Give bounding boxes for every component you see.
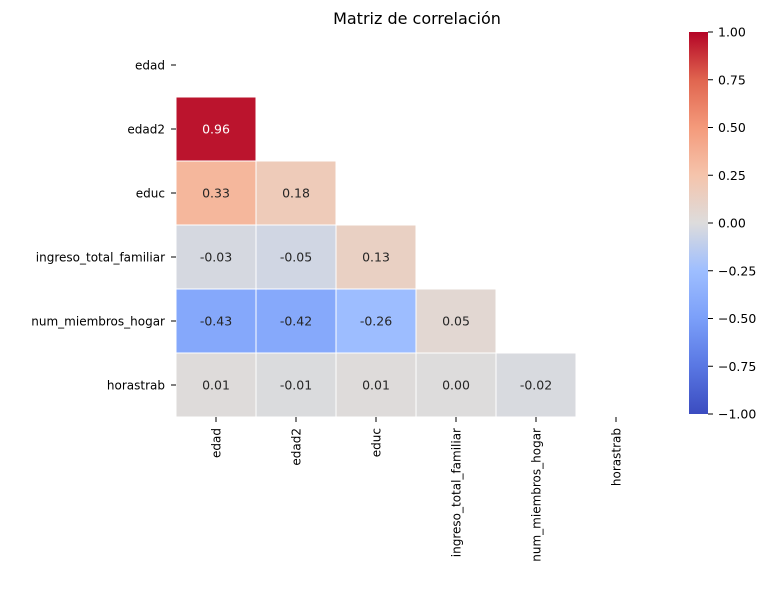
y-axis-tick-labels: edad edad2 educ ingreso_total_familiar num_m… <box>31 59 176 393</box>
x-tick-label: edad <box>210 428 224 458</box>
cell-value-label: 0.05 <box>442 314 470 329</box>
colorbar-ticks: 1.00 0.75 0.50 0.25 0.00 −0.25 −0.50 −0.75 −1.00 <box>708 25 756 422</box>
cell-value-label: 0.01 <box>362 378 390 393</box>
cell-value-label: -0.42 <box>280 314 312 329</box>
y-tick-label: edad2 <box>127 123 165 137</box>
colorbar-gradient <box>689 32 708 414</box>
heatmap-cell <box>255 288 337 354</box>
y-tick-label: horastrab <box>107 379 165 393</box>
heatmap-cell <box>175 160 257 226</box>
heatmap-cell <box>255 352 337 418</box>
colorbar-tick-label: 1.00 <box>718 25 746 40</box>
heatmap-cell <box>415 352 497 418</box>
chart-title: Matriz de correlación <box>333 9 501 28</box>
heatmap-cell <box>415 288 497 354</box>
y-tick-label: ingreso_total_familiar <box>36 251 165 265</box>
colorbar-tick-label: 0.00 <box>718 216 746 231</box>
colorbar-tick-label: −0.25 <box>718 263 756 278</box>
cell-value-label: -0.26 <box>360 314 392 329</box>
y-tick-label: num_miembros_hogar <box>31 315 165 329</box>
cell-value-label: -0.01 <box>280 378 312 393</box>
cell-value-label: 0.00 <box>442 378 470 393</box>
colorbar-tick-label: −0.75 <box>718 359 756 374</box>
y-tick-label: educ <box>136 187 165 201</box>
cell-value-label: -0.43 <box>200 314 232 329</box>
cell-value-label: -0.05 <box>280 250 312 265</box>
x-tick-label: horastrab <box>610 428 624 486</box>
colorbar-tick-label: −0.50 <box>718 311 756 326</box>
heatmap-cell <box>255 160 337 226</box>
colorbar: 1.00 0.75 0.50 0.25 0.00 −0.25 −0.50 −0.75 −1.00 <box>689 25 756 422</box>
x-tick-label: educ <box>370 428 384 457</box>
x-axis-tick-labels: edad edad2 educ ingreso_total_familiar num_m… <box>210 417 624 562</box>
cell-value-label: 0.18 <box>282 186 310 201</box>
x-tick-label: edad2 <box>290 428 304 466</box>
x-tick-label: ingreso_total_familiar <box>450 428 464 557</box>
x-tick-label: num_miembros_hogar <box>530 428 544 562</box>
cell-value-label: 0.96 <box>202 122 230 137</box>
colorbar-tick-label: 0.75 <box>718 72 746 87</box>
y-tick-label: edad <box>135 59 165 73</box>
cell-value-label: -0.02 <box>520 378 552 393</box>
colorbar-tick-label: 0.25 <box>718 168 746 183</box>
cell-value-label: 0.13 <box>362 250 390 265</box>
colorbar-tick-label: −1.00 <box>718 407 756 422</box>
heatmap-cell <box>175 224 257 290</box>
heatmap-cells: 0.96 0.33 0.18 -0.03 -0.05 0.13 -0.43 -0.42 -0.2… <box>175 96 577 418</box>
heatmap-cell <box>335 224 417 290</box>
cell-value-label: 0.01 <box>202 378 230 393</box>
heatmap-cell <box>175 96 257 162</box>
cell-value-label: -0.03 <box>200 250 232 265</box>
heatmap-cell <box>495 352 577 418</box>
colorbar-tick-label: 0.50 <box>718 120 746 135</box>
cell-value-label: 0.33 <box>202 186 230 201</box>
